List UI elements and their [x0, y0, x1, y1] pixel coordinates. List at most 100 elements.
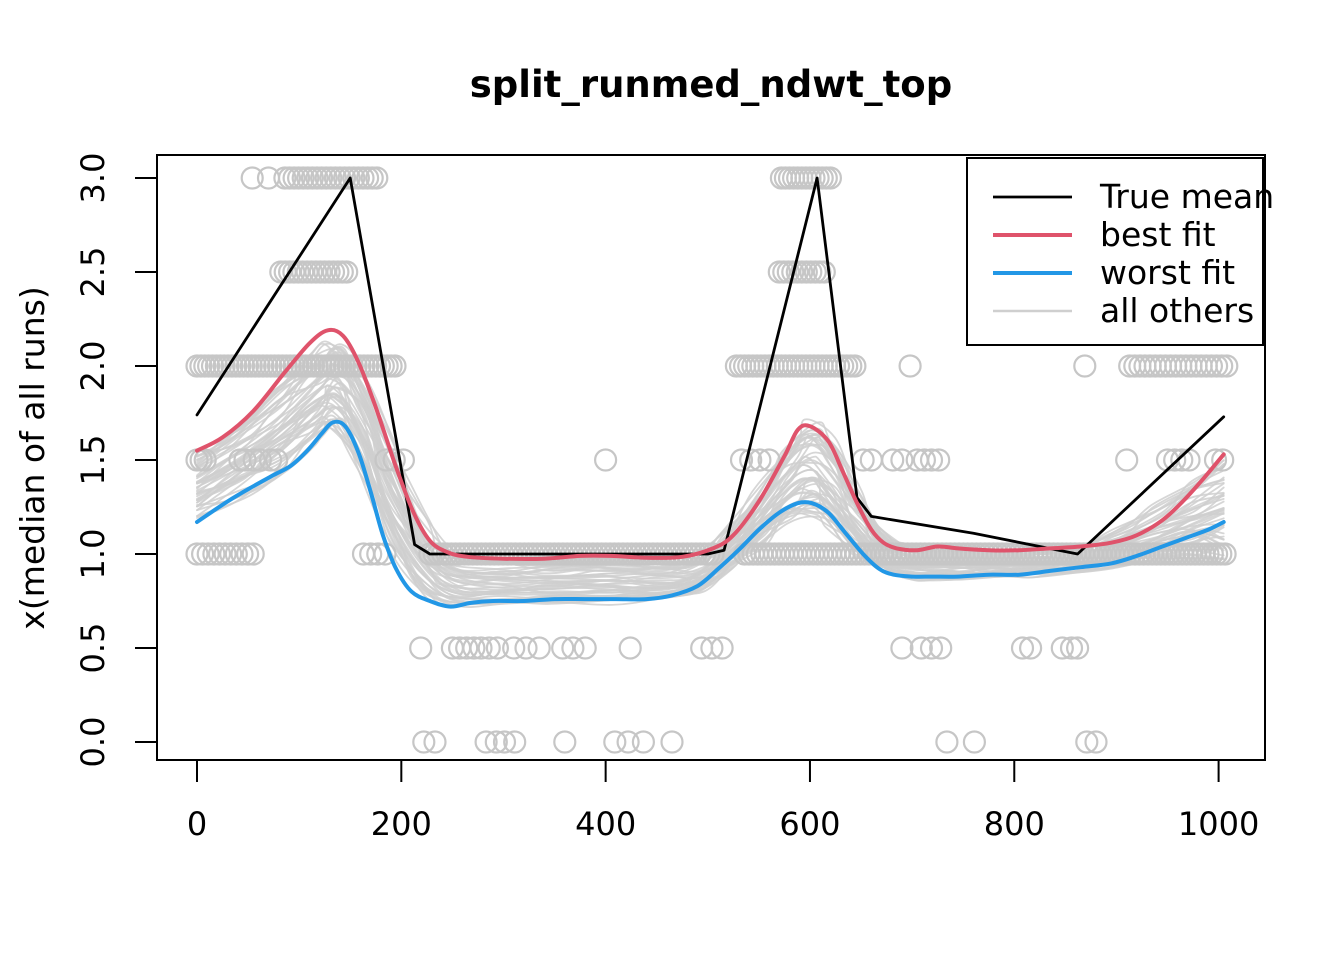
y-axis-tick-label: 1.5: [74, 435, 112, 486]
scatter-point: [929, 636, 953, 660]
scatter-point: [1170, 448, 1194, 472]
scatter-point: [898, 354, 922, 378]
scatter-point: [259, 448, 283, 472]
worst-fit-line: [195, 419, 1226, 609]
scatter-point: [527, 636, 551, 660]
scatter-point: [485, 636, 509, 660]
scatter-point: [335, 260, 359, 284]
y-axis-tick-label: 0.5: [74, 623, 112, 674]
scatter-point: [812, 260, 836, 284]
scatter-point: [423, 730, 447, 754]
scatter-point: [492, 730, 517, 754]
scatter-point: [213, 542, 237, 566]
gray-run-line: [196, 369, 1225, 570]
scatter-point: [919, 636, 944, 660]
scatter-point: [909, 636, 933, 660]
scatter-point: [1213, 542, 1237, 566]
scatter-point: [618, 636, 642, 660]
scatter-point: [514, 636, 538, 660]
legend-entry-label: True mean: [1099, 177, 1274, 216]
scatter-point: [757, 448, 781, 472]
best-fit-line: [195, 327, 1226, 561]
scatter-point: [912, 448, 937, 472]
y-axis-tick-label: 2.0: [74, 341, 112, 392]
scatter-point: [551, 636, 575, 660]
scatter-point: [233, 448, 257, 472]
scatter-point: [455, 636, 479, 660]
scatter-point: [919, 448, 944, 472]
scatter-point: [1018, 636, 1043, 660]
x-axis-tick-label: 0: [187, 805, 207, 843]
scatter-point: [1203, 448, 1228, 472]
scatter-point: [660, 730, 684, 754]
scatter-point: [409, 636, 433, 660]
legend-entry-label: best fit: [1100, 215, 1216, 254]
scatter-point: [603, 730, 627, 754]
scatter-point: [962, 730, 987, 754]
scatter-point: [935, 730, 959, 754]
scatter-point: [462, 636, 486, 660]
scatter-point: [202, 542, 226, 566]
scatter-point: [890, 448, 914, 472]
scatter-point: [241, 542, 265, 566]
scatter-point: [236, 542, 260, 566]
scatter-point: [1084, 730, 1108, 754]
scatter-point: [818, 166, 843, 190]
scatter-point: [881, 448, 905, 472]
scatter-point: [242, 448, 266, 472]
scatter-point: [1065, 636, 1090, 660]
legend-frame: [966, 157, 1264, 346]
x-axis-tick-label: 200: [371, 805, 432, 843]
scatter-point: [1163, 448, 1187, 472]
scatter-point: [469, 636, 493, 660]
scatter-point: [748, 448, 772, 472]
scatter-point: [1010, 636, 1035, 660]
x-axis-tick-label: 600: [779, 805, 840, 843]
scatter-point: [631, 730, 656, 754]
scatter-point: [1215, 354, 1239, 378]
scatter-point: [191, 542, 215, 566]
y-axis: 0.0 0.5 1.0 1.5 2.0 2.5 3.0: [74, 153, 157, 767]
scatter-point: [474, 730, 498, 754]
scatter-point: [1211, 448, 1235, 472]
scatter-point: [359, 542, 383, 566]
scatter-point: [729, 448, 754, 472]
scatter-point: [365, 166, 389, 190]
scatter-point: [477, 636, 501, 660]
x-axis: 0 200 400 600 800 1000: [187, 760, 1259, 843]
scatter-point: [1050, 636, 1074, 660]
series-lines-group: [195, 176, 1226, 609]
scatter-point: [503, 730, 527, 754]
scatter-point: [1204, 354, 1229, 378]
scatter-point: [710, 636, 734, 660]
scatter-point: [248, 448, 272, 472]
scatter-point: [240, 166, 264, 190]
scatter-point: [219, 542, 243, 566]
scatter-point: [265, 448, 289, 472]
scatter-point: [484, 730, 508, 754]
scatter-point: [573, 636, 597, 660]
scatter-point: [843, 354, 867, 378]
scatter-point: [224, 542, 248, 566]
scatter-point: [890, 636, 914, 660]
scatter-point: [616, 730, 640, 754]
scatter-point: [502, 636, 526, 660]
y-axis-title: x(median of all runs): [13, 286, 52, 629]
legend-entry-label: all others: [1100, 291, 1254, 330]
scatter-point: [1073, 354, 1097, 378]
scatter-point: [207, 542, 232, 566]
scatter-point: [1115, 448, 1139, 472]
scatter-point: [412, 730, 436, 754]
scatter-point: [382, 448, 406, 472]
scatter-point: [374, 448, 398, 472]
scatter-point: [561, 636, 585, 660]
scatter-point: [927, 448, 951, 472]
chart-title: split_runmed_ndwt_top: [470, 63, 952, 106]
scatter-point: [1059, 636, 1084, 660]
scatter-point: [553, 730, 577, 754]
scatter-point: [700, 636, 724, 660]
scatter-point: [256, 166, 281, 190]
